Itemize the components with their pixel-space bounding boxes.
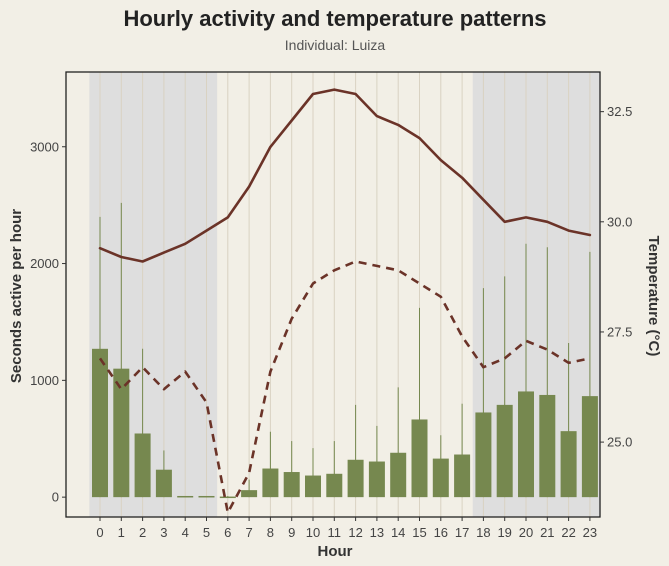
x-tick-label-18: 18 xyxy=(476,525,490,540)
y2-tick-label-3: 32.5 xyxy=(607,104,632,119)
x-tick-label-6: 6 xyxy=(224,525,231,540)
activity-bar-1 xyxy=(113,368,130,498)
x-axis-title: Hour xyxy=(318,543,353,560)
x-tick-label-16: 16 xyxy=(434,525,448,540)
activity-bar-22 xyxy=(560,431,577,498)
x-tick-label-8: 8 xyxy=(267,525,274,540)
activity-bar-21 xyxy=(539,394,556,498)
activity-bar-13 xyxy=(368,461,385,498)
x-tick-label-5: 5 xyxy=(203,525,210,540)
x-tick-label-19: 19 xyxy=(497,525,511,540)
y-tick-label-3000: 3000 xyxy=(30,139,59,154)
chart-subtitle: Individual: Luiza xyxy=(285,37,386,53)
plot-border xyxy=(65,71,601,518)
x-tick-label-17: 17 xyxy=(455,525,469,540)
activity-bar-19 xyxy=(496,404,513,498)
activity-bar-5 xyxy=(198,495,215,498)
y2-tick-label-0: 25.0 xyxy=(607,435,632,450)
x-tick-label-2: 2 xyxy=(139,525,146,540)
night-shade-1 xyxy=(472,72,601,517)
activity-bar-4 xyxy=(177,495,194,498)
x-tick-label-21: 21 xyxy=(540,525,554,540)
activity-bar-8 xyxy=(262,468,279,498)
temperature-line-dashed xyxy=(98,260,591,514)
activity-bar-17 xyxy=(454,454,471,498)
activity-bar-12 xyxy=(347,459,364,498)
activity-bar-10 xyxy=(305,475,321,498)
activity-bar-0 xyxy=(92,348,108,498)
activity-bar-6 xyxy=(219,496,236,499)
activity-bar-3 xyxy=(155,469,172,498)
x-tick-label-7: 7 xyxy=(245,525,252,540)
activity-bar-9 xyxy=(283,472,300,498)
x-tick-label-3: 3 xyxy=(160,525,167,540)
temperature-line-solid xyxy=(98,88,592,263)
x-tick-label-15: 15 xyxy=(412,525,426,540)
activity-bar-23 xyxy=(581,396,598,498)
x-tick-label-22: 22 xyxy=(561,525,575,540)
x-tick-label-1: 1 xyxy=(118,525,125,540)
x-tick-label-23: 23 xyxy=(583,525,597,540)
chart-title: Hourly activity and temperature patterns xyxy=(123,6,546,31)
y-axis-title: Seconds active per hour xyxy=(8,209,25,383)
x-tick-label-0: 0 xyxy=(96,525,103,540)
y-tick-label-0: 0 xyxy=(52,490,59,505)
activity-bar-16 xyxy=(432,458,449,498)
x-tick-label-10: 10 xyxy=(306,525,320,540)
x-tick-label-13: 13 xyxy=(370,525,384,540)
activity-bar-2 xyxy=(134,433,151,498)
y2-tick-label-2: 30.0 xyxy=(607,214,632,229)
x-tick-label-12: 12 xyxy=(348,525,362,540)
y2-axis-title: Temperature (°C) xyxy=(645,236,662,357)
y-tick-label-2000: 2000 xyxy=(30,256,59,271)
x-tick-label-9: 9 xyxy=(288,525,295,540)
x-tick-label-14: 14 xyxy=(391,525,405,540)
x-tick-label-11: 11 xyxy=(328,525,342,540)
x-tick-label-4: 4 xyxy=(182,525,189,540)
y2-tick-label-1: 27.5 xyxy=(607,324,632,339)
activity-bar-18 xyxy=(475,412,492,498)
activity-bar-15 xyxy=(411,419,428,498)
activity-bar-11 xyxy=(326,473,343,498)
activity-bar-14 xyxy=(390,452,407,498)
night-shade-0 xyxy=(89,72,218,517)
activity-bar-20 xyxy=(518,391,534,498)
y-tick-label-1000: 1000 xyxy=(30,373,59,388)
x-tick-label-20: 20 xyxy=(519,525,533,540)
activity-bar-7 xyxy=(241,490,258,498)
